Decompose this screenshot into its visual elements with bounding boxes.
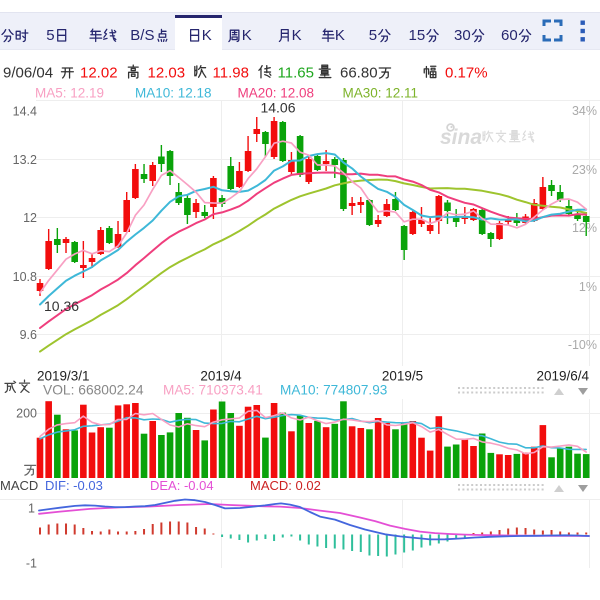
svg-text:K: K — [292, 27, 302, 44]
svg-text:MA5: 12.19: MA5: 12.19 — [35, 86, 104, 101]
svg-text:2019/6/4: 2019/6/4 — [536, 369, 589, 384]
svg-text:B/S: B/S — [130, 27, 154, 44]
svg-text:2019/5: 2019/5 — [382, 369, 423, 384]
svg-text:200: 200 — [16, 407, 37, 421]
svg-text:11.98: 11.98 — [213, 65, 249, 82]
svg-text:23%: 23% — [572, 163, 597, 177]
svg-text:MA10: 12.18: MA10: 12.18 — [135, 86, 212, 101]
svg-text:DIF: -0.03: DIF: -0.03 — [45, 478, 103, 493]
svg-text:MA20: 12.08: MA20: 12.08 — [238, 86, 315, 101]
svg-text:12%: 12% — [572, 221, 597, 235]
svg-text:5: 5 — [369, 27, 377, 44]
svg-text:MACD: MACD — [0, 478, 38, 493]
svg-text:10.8: 10.8 — [13, 270, 37, 284]
svg-text:9/06/04: 9/06/04 — [3, 65, 53, 82]
svg-text:13.2: 13.2 — [13, 153, 37, 167]
svg-text:-10%: -10% — [568, 338, 597, 352]
svg-text:MACD: 0.02: MACD: 0.02 — [250, 478, 321, 493]
svg-text:14.4: 14.4 — [13, 104, 37, 118]
svg-text:60: 60 — [501, 27, 518, 44]
svg-text:12.03: 12.03 — [148, 65, 186, 82]
svg-text:15: 15 — [409, 27, 426, 44]
svg-text:2019/3/1: 2019/3/1 — [37, 369, 90, 384]
svg-text:12: 12 — [23, 211, 37, 225]
svg-text:1: 1 — [28, 502, 35, 516]
svg-text:30: 30 — [454, 27, 471, 44]
svg-text:MA5: 710373.41: MA5: 710373.41 — [163, 383, 263, 398]
svg-text:sina: sina — [440, 126, 482, 149]
svg-text:1%: 1% — [579, 280, 597, 294]
svg-text:14.06: 14.06 — [260, 100, 295, 116]
svg-text:VOL: 668002.24: VOL: 668002.24 — [43, 383, 144, 398]
svg-text:66.80: 66.80 — [340, 65, 378, 82]
svg-text:12.02: 12.02 — [80, 65, 118, 82]
svg-text:34%: 34% — [572, 104, 597, 118]
svg-text:2019/4: 2019/4 — [200, 369, 242, 384]
svg-text:10.36: 10.36 — [44, 298, 79, 314]
svg-text:K: K — [335, 27, 345, 44]
svg-text:K: K — [242, 27, 252, 44]
svg-text:5: 5 — [46, 27, 54, 44]
svg-text:MA10: 774807.93: MA10: 774807.93 — [280, 383, 387, 398]
svg-text:MA30: 12.11: MA30: 12.11 — [343, 86, 419, 101]
svg-text:0.17%: 0.17% — [445, 65, 488, 82]
svg-text:-1: -1 — [26, 557, 37, 571]
svg-text:11.65: 11.65 — [278, 65, 314, 82]
svg-text:DEA: -0.04: DEA: -0.04 — [150, 478, 214, 493]
svg-text:K: K — [202, 27, 212, 44]
svg-text:9.6: 9.6 — [20, 328, 37, 342]
